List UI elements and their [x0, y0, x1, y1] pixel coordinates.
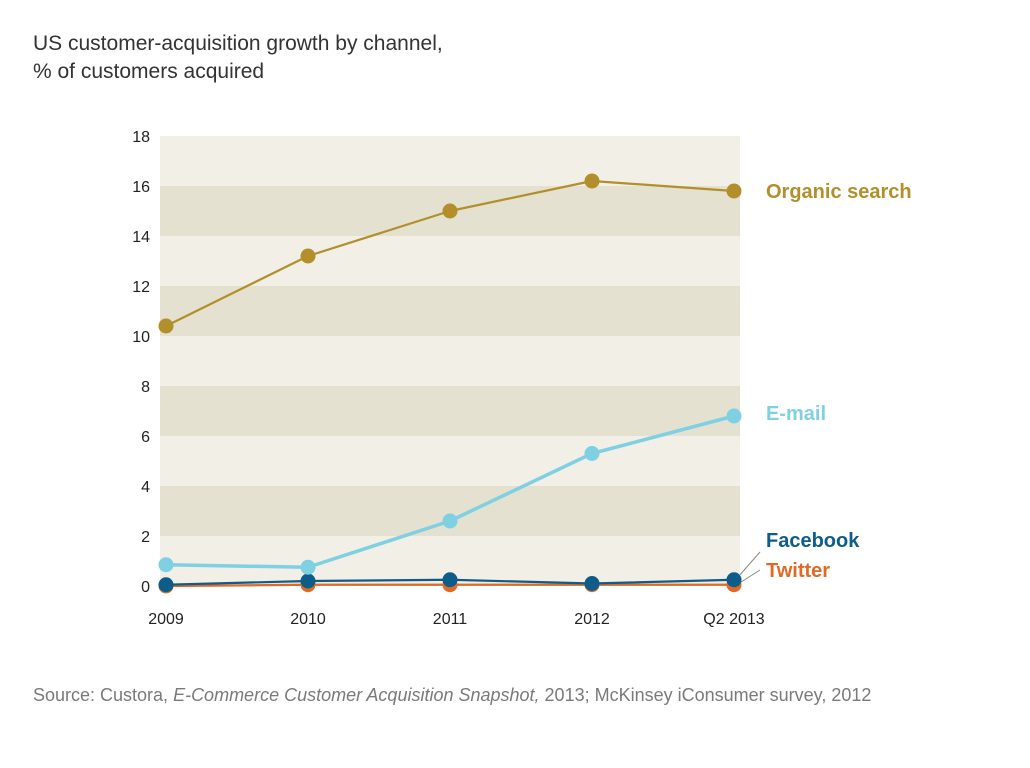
y-tick-label: 10 [132, 329, 150, 346]
x-axis-ticks: 2009 2010 2011 2012 Q2 2013 [148, 611, 765, 628]
twitter-label: Twitter [766, 560, 830, 582]
background-band [160, 436, 740, 486]
y-axis-ticks: 0 2 4 6 8 10 12 14 16 18 [132, 129, 150, 596]
organic-search-point [300, 248, 316, 264]
x-tick-label: 2010 [290, 611, 326, 628]
organic-search-point [158, 318, 174, 334]
y-tick-label: 16 [132, 179, 150, 196]
organic-search-point [584, 173, 600, 189]
label-connectors [739, 551, 761, 584]
background-band [160, 336, 740, 386]
source-prefix: Source: Custora, [33, 685, 174, 705]
background-band [160, 236, 740, 286]
y-tick-label: 8 [141, 379, 150, 396]
organic-search-point [442, 203, 458, 219]
chart-title-line-1: US customer-acquisition growth by channe… [33, 32, 443, 55]
x-tick-label: 2009 [148, 611, 184, 628]
e-mail-point [584, 446, 600, 461]
background-band [160, 136, 740, 186]
series-labels: Organic search E-mail Facebook Twitter [766, 181, 912, 582]
twitter-connector [739, 569, 761, 584]
chart-title: US customer-acquisition growth by channe… [33, 30, 443, 86]
source-report-title: E-Commerce Customer Acquisition Snapshot… [173, 685, 540, 705]
facebook-connector [739, 551, 761, 576]
e-mail-label: E-mail [766, 403, 826, 425]
facebook-point [158, 577, 174, 593]
e-mail-point [300, 559, 316, 575]
x-tick-label: 2012 [574, 611, 610, 628]
background-band [160, 286, 740, 336]
source-note: Source: Custora, E-Commerce Customer Acq… [33, 682, 933, 708]
facebook-point [584, 576, 600, 591]
facebook-point [300, 573, 316, 589]
y-tick-label: 2 [141, 529, 150, 546]
facebook-point [726, 572, 742, 588]
y-tick-label: 12 [132, 279, 150, 296]
organic-search-label: Organic search [766, 181, 912, 203]
series-points [158, 173, 742, 594]
facebook-label: Facebook [766, 530, 860, 552]
y-tick-label: 0 [141, 579, 150, 596]
e-mail-point [442, 513, 458, 529]
facebook-point [442, 572, 458, 588]
y-tick-label: 6 [141, 429, 150, 446]
x-tick-label: Q2 2013 [703, 611, 764, 628]
x-tick-label: 2011 [433, 611, 468, 628]
e-mail-point [158, 557, 174, 573]
organic-search-point [726, 183, 742, 199]
y-tick-label: 14 [132, 229, 150, 246]
y-tick-label: 4 [141, 479, 150, 496]
chart-title-line-2: % of customers acquired [33, 60, 265, 83]
e-mail-point [726, 408, 742, 424]
source-suffix: 2013; McKinsey iConsumer survey, 2012 [539, 685, 872, 705]
y-tick-label: 18 [132, 129, 150, 146]
background-band [160, 386, 740, 436]
